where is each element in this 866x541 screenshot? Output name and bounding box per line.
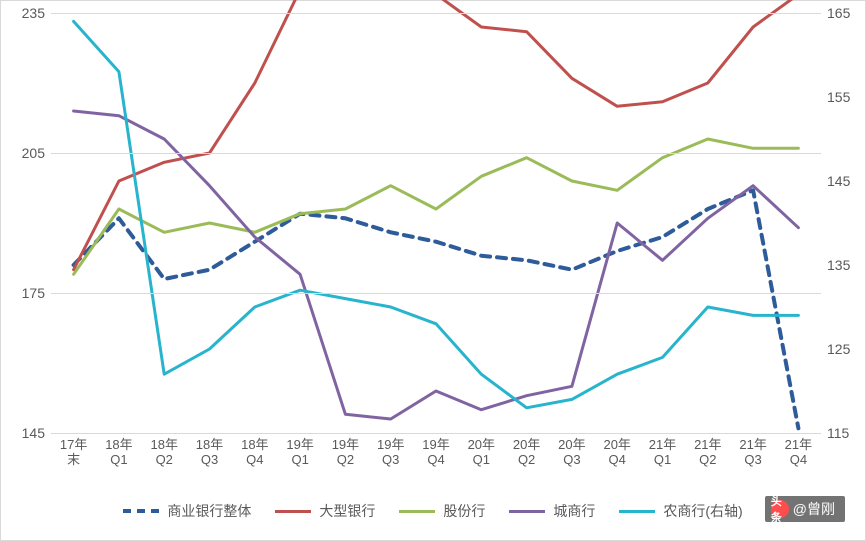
x-tick-label: 21年Q1 xyxy=(640,434,685,468)
y-tick-right: 165 xyxy=(827,5,850,21)
watermark-icon: 头条 xyxy=(771,500,789,518)
legend-label: 股份行 xyxy=(443,501,485,521)
y-tick-left: 205 xyxy=(22,145,45,161)
x-tick-label: 18年Q4 xyxy=(232,434,277,468)
legend-item: 股份行 xyxy=(399,501,485,521)
legend-swatch xyxy=(399,510,435,513)
x-tick-label: 20年Q4 xyxy=(595,434,640,468)
y-tick-right: 115 xyxy=(827,425,849,441)
y-tick-left: 235 xyxy=(22,5,45,21)
watermark-badge: 头条 @曾刚 xyxy=(765,496,845,522)
series-line xyxy=(74,111,799,419)
grid-line xyxy=(51,153,821,154)
grid-line xyxy=(51,13,821,14)
chart-lines xyxy=(51,13,821,433)
watermark-text: @曾刚 xyxy=(793,499,835,519)
legend-label: 商业银行整体 xyxy=(167,501,251,521)
x-tick-label: 21年Q2 xyxy=(685,434,730,468)
x-tick-label: 20年Q2 xyxy=(504,434,549,468)
x-tick-label: 17年末 xyxy=(51,434,96,468)
line-chart: 17年末18年Q118年Q218年Q318年Q419年Q119年Q219年Q31… xyxy=(0,0,866,541)
x-tick-label: 18年Q2 xyxy=(142,434,187,468)
y-tick-left: 175 xyxy=(22,285,45,301)
x-tick-label: 19年Q3 xyxy=(368,434,413,468)
y-tick-left: 145 xyxy=(22,425,45,441)
legend-swatch xyxy=(123,509,159,513)
legend-swatch xyxy=(275,510,311,513)
series-line xyxy=(74,21,799,407)
legend-label: 农商行(右轴) xyxy=(663,501,742,521)
chart-legend: 商业银行整体 大型银行 股份行 城商行 农商行(右轴) xyxy=(1,501,865,521)
legend-item: 城商行 xyxy=(509,501,595,521)
x-tick-label: 19年Q1 xyxy=(277,434,322,468)
x-tick-label: 21年Q3 xyxy=(730,434,775,468)
plot-area: 17年末18年Q118年Q218年Q318年Q419年Q119年Q219年Q31… xyxy=(51,13,821,433)
x-tick-label: 20年Q1 xyxy=(459,434,504,468)
legend-swatch xyxy=(619,510,655,513)
legend-swatch xyxy=(509,510,545,513)
y-tick-right: 155 xyxy=(827,89,850,105)
legend-label: 城商行 xyxy=(553,501,595,521)
legend-item: 商业银行整体 xyxy=(123,501,251,521)
grid-line xyxy=(51,433,821,434)
legend-label: 大型银行 xyxy=(319,501,375,521)
x-tick-label: 21年Q4 xyxy=(776,434,821,468)
legend-item: 农商行(右轴) xyxy=(619,501,742,521)
y-tick-right: 135 xyxy=(827,257,850,273)
y-tick-right: 145 xyxy=(827,173,850,189)
y-tick-right: 125 xyxy=(827,341,850,357)
x-tick-label: 19年Q2 xyxy=(323,434,368,468)
x-tick-label: 18年Q3 xyxy=(187,434,232,468)
x-tick-label: 20年Q3 xyxy=(549,434,594,468)
x-tick-label: 19年Q4 xyxy=(413,434,458,468)
x-tick-label: 18年Q1 xyxy=(96,434,141,468)
x-axis-labels: 17年末18年Q118年Q218年Q318年Q419年Q119年Q219年Q31… xyxy=(51,433,821,468)
grid-line xyxy=(51,293,821,294)
legend-item: 大型银行 xyxy=(275,501,375,521)
